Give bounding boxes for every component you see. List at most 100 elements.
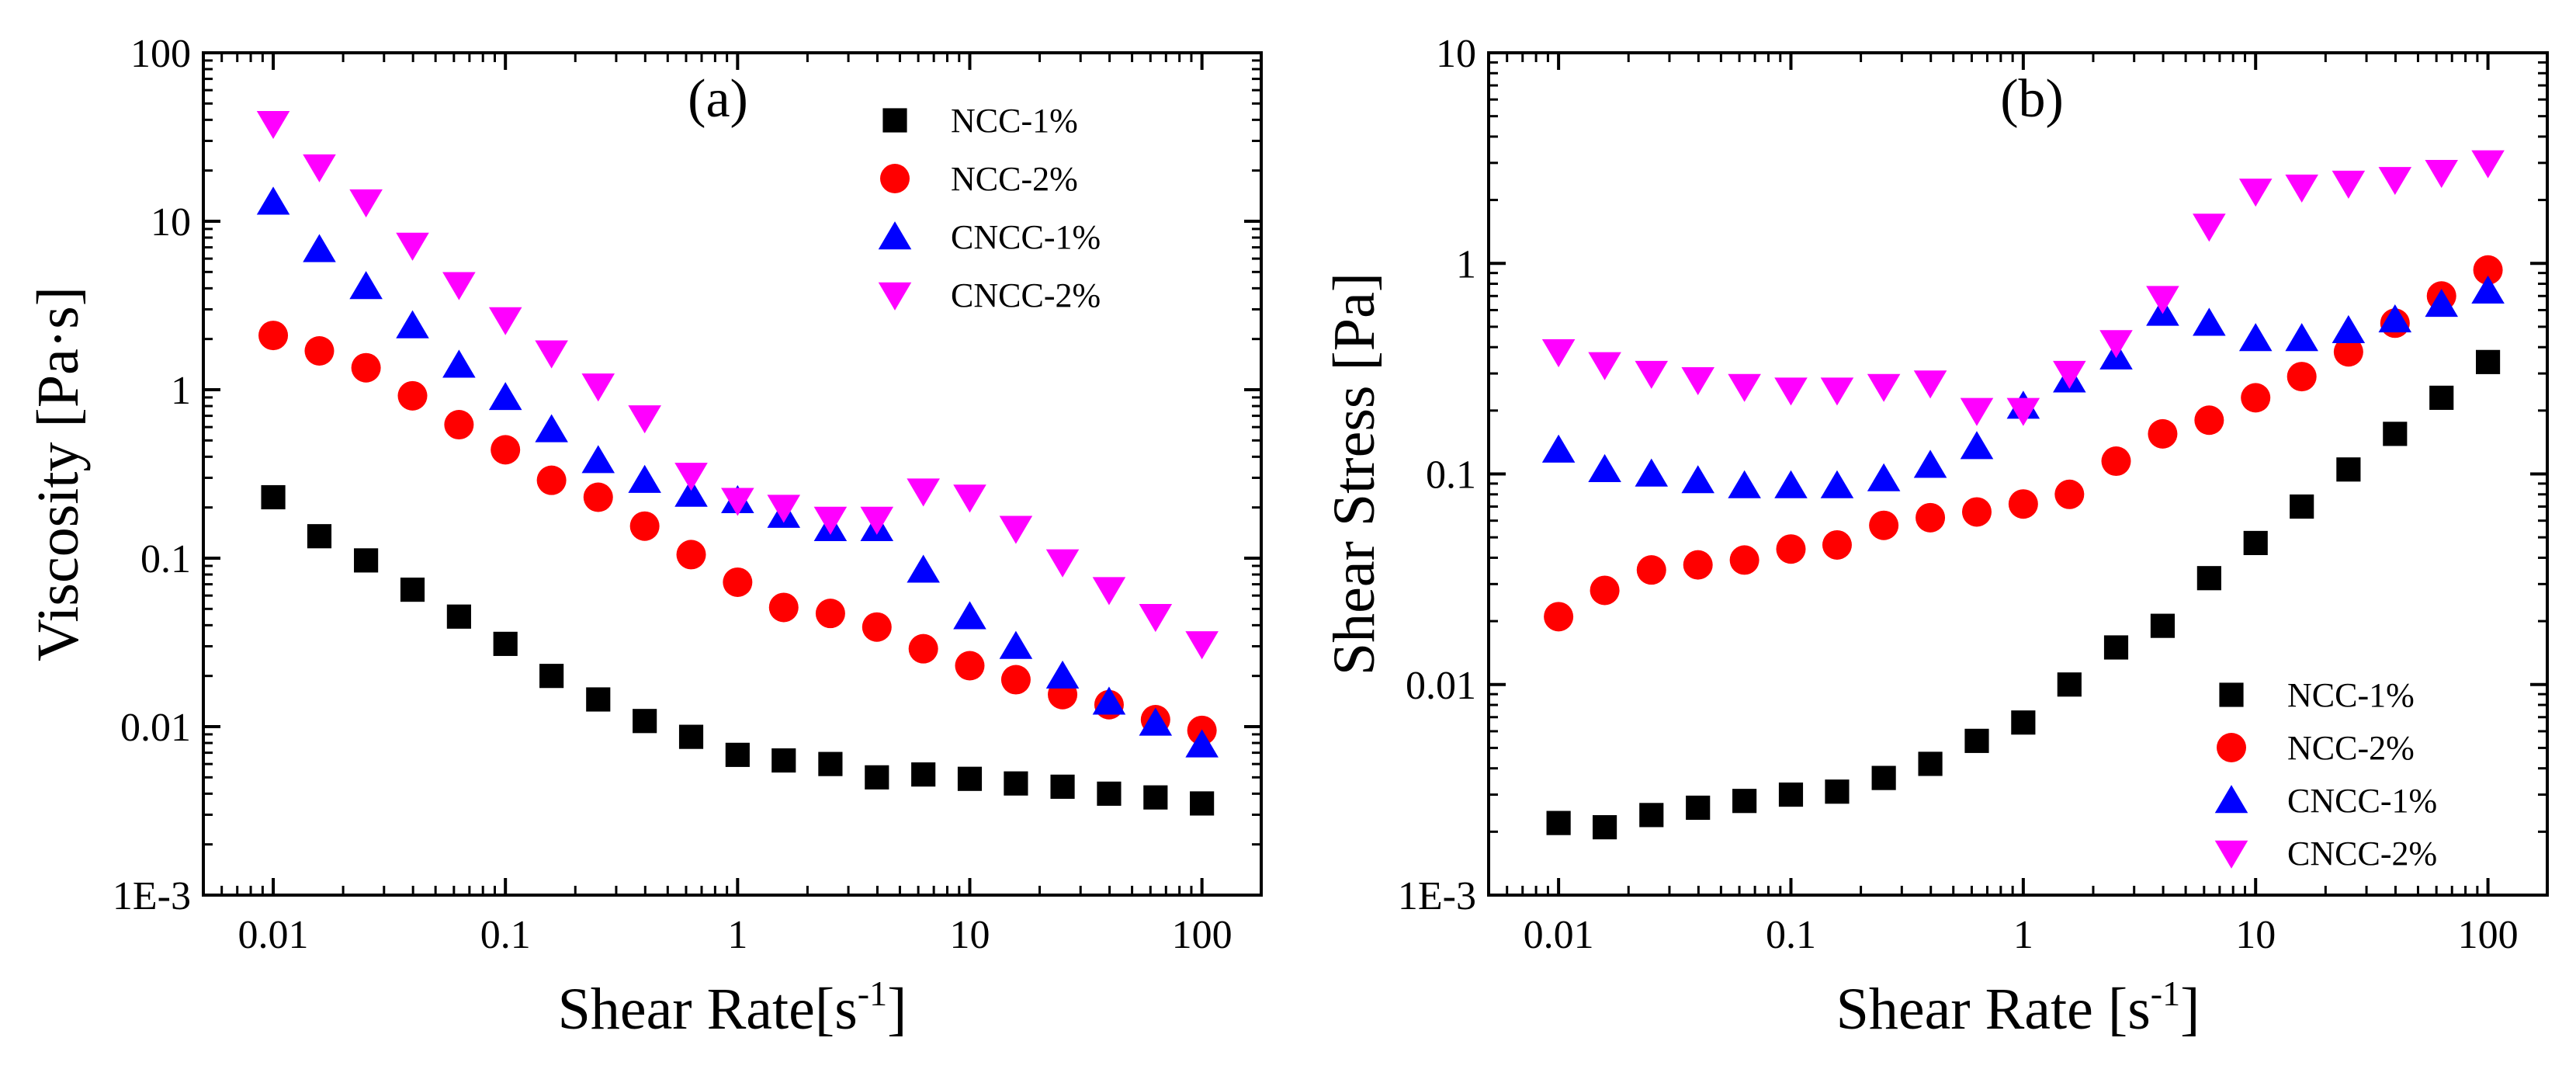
data-point <box>2285 174 2318 203</box>
plot-frame <box>202 51 1263 897</box>
legend-marker <box>2214 785 2248 814</box>
y-tick-label: 0.1 <box>1426 453 1476 498</box>
data-point <box>2103 635 2129 660</box>
data-point <box>2241 383 2271 413</box>
data-point <box>1045 549 1080 578</box>
data-point <box>768 592 799 623</box>
data-point <box>1635 360 1669 389</box>
legend-label: NCC-2% <box>951 160 1078 198</box>
data-point <box>349 189 383 218</box>
data-point <box>1960 397 1994 426</box>
data-point <box>1732 789 1757 814</box>
data-point <box>1869 510 1899 540</box>
data-point <box>1546 810 1571 835</box>
series-cncc-2pct <box>256 110 1219 660</box>
data-point <box>2471 275 2505 304</box>
x-tick-label: 0.01 <box>1524 913 1594 957</box>
data-point <box>396 310 429 338</box>
data-point <box>581 445 615 474</box>
data-point <box>957 766 983 791</box>
y-tick-label: 0.01 <box>1406 664 1476 708</box>
data-point <box>2378 304 2412 333</box>
data-point <box>2290 494 2314 519</box>
legend-label: NCC-1% <box>951 102 1078 140</box>
data-point <box>725 742 750 767</box>
x-axis-title: Shear Rate[s-1] <box>558 974 907 1042</box>
legend-label: CNCC-1% <box>2287 782 2437 820</box>
data-point <box>1961 497 1992 527</box>
data-point <box>2054 479 2085 509</box>
panel-label: (a) <box>688 69 748 129</box>
data-point <box>2287 362 2317 392</box>
y-axis-title: Shear Stress [Pa] <box>1322 272 1387 675</box>
series-ncc-2pct <box>1544 255 2503 632</box>
data-point <box>2336 457 2361 482</box>
data-point <box>2429 385 2454 410</box>
data-point <box>2378 167 2412 196</box>
legend-label: CNCC-1% <box>951 218 1101 256</box>
data-point <box>581 373 615 402</box>
legend-marker <box>878 282 912 311</box>
data-point <box>1636 555 1666 585</box>
data-point <box>2150 613 2176 638</box>
data-point <box>1590 575 1620 606</box>
legend-label: CNCC-2% <box>2287 835 2437 873</box>
y-tick-label: 10 <box>1436 32 1476 76</box>
data-point <box>1681 366 1714 396</box>
data-point <box>1593 815 1617 840</box>
data-point <box>1964 728 1989 753</box>
data-point <box>354 548 379 573</box>
legend-label: NCC-1% <box>2287 676 2415 714</box>
y-tick-label: 100 <box>130 32 191 76</box>
data-point <box>1639 803 1664 828</box>
data-point <box>1588 352 1621 380</box>
data-point <box>2194 405 2224 436</box>
data-point <box>2473 255 2503 285</box>
data-point <box>397 380 428 411</box>
data-point <box>908 633 938 664</box>
data-point <box>1541 338 1576 368</box>
data-point <box>1871 765 1896 790</box>
data-point <box>628 464 661 493</box>
data-point <box>862 612 892 642</box>
legend: NCC-1% NCC-2% CNCC-1% CNCC-2% <box>878 102 1101 314</box>
legend-label: CNCC-2% <box>951 276 1101 314</box>
data-point <box>1004 771 1028 796</box>
data-point <box>586 687 611 712</box>
data-point <box>2008 489 2038 519</box>
data-point <box>444 410 474 440</box>
chart-panel-a: 0.01 0.1 1 10 100 1E-3 0.01 0.1 1 10 100 Shear Rate… <box>26 32 1263 1042</box>
y-tick-label: 1E-3 <box>1398 874 1476 918</box>
panel-label: (b) <box>2000 69 2064 129</box>
data-point <box>1097 781 1122 806</box>
data-point <box>2383 422 2408 446</box>
data-point <box>2332 314 2366 343</box>
data-point <box>1776 534 1806 564</box>
data-point <box>491 435 521 465</box>
data-point <box>767 495 801 523</box>
data-point <box>2476 349 2501 374</box>
y-tick-label: 0.01 <box>120 706 191 750</box>
data-point <box>1045 660 1080 689</box>
data-point <box>1143 785 1168 810</box>
data-point <box>1916 502 1946 533</box>
data-point <box>2057 672 2082 697</box>
data-point <box>2053 360 2086 389</box>
data-point <box>535 340 568 369</box>
data-point <box>1913 449 1947 478</box>
data-point <box>771 748 796 773</box>
data-point <box>351 352 381 383</box>
data-point <box>1185 631 1219 660</box>
x-tick-label: 1 <box>2013 913 2033 957</box>
data-point <box>674 463 708 491</box>
data-point <box>1139 707 1173 736</box>
data-point <box>1588 453 1621 482</box>
y-tick-label: 1 <box>1456 242 1476 286</box>
data-point <box>1825 779 1850 804</box>
y-tick-label: 0.1 <box>140 537 191 581</box>
data-point <box>628 405 661 434</box>
data-point <box>1778 783 1804 807</box>
legend-marker <box>880 164 910 193</box>
x-tick-label: 10 <box>949 913 990 957</box>
